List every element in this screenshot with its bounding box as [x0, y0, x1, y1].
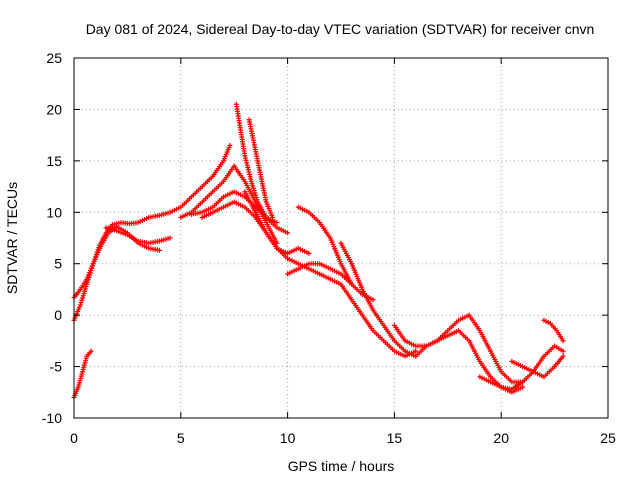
- data-marker: [95, 247, 101, 253]
- y-tick-label: 15: [46, 153, 62, 169]
- y-tick-label: 10: [46, 204, 62, 220]
- y-tick-label: -5: [50, 359, 63, 375]
- x-tick-label: 10: [280, 430, 296, 446]
- x-tick-label: 25: [600, 430, 616, 446]
- data-point: [520, 384, 526, 390]
- data-point: [84, 281, 90, 287]
- data-marker: [82, 288, 88, 294]
- data-point: [560, 353, 566, 359]
- data-marker: [91, 258, 97, 264]
- data-marker: [88, 268, 94, 274]
- y-tick-label: 20: [46, 101, 62, 117]
- data-marker: [250, 183, 256, 189]
- data-marker: [251, 188, 257, 194]
- plot-markers: [71, 101, 566, 400]
- data-marker: [87, 270, 93, 276]
- chart-title: Day 081 of 2024, Sidereal Day-to-day VTE…: [86, 21, 595, 37]
- y-tick-label: 25: [46, 50, 62, 66]
- data-marker: [80, 295, 86, 301]
- data-marker: [78, 300, 84, 306]
- data-point: [88, 348, 94, 354]
- data-marker: [87, 272, 93, 278]
- data-marker: [89, 265, 95, 271]
- data-point: [560, 348, 566, 354]
- plot-frame: [73, 57, 609, 419]
- data-marker: [80, 293, 86, 299]
- grid-lines: [74, 58, 608, 418]
- data-marker: [252, 190, 258, 196]
- data-point: [413, 348, 419, 354]
- x-tick-label: 15: [387, 430, 403, 446]
- x-tick-label: 20: [493, 430, 509, 446]
- data-marker: [92, 256, 98, 262]
- data-marker: [93, 254, 99, 260]
- data-marker: [85, 279, 91, 285]
- data-point: [227, 142, 233, 148]
- data-point: [248, 178, 254, 184]
- data-marker: [85, 277, 91, 283]
- data-point: [270, 214, 276, 220]
- data-marker: [81, 290, 87, 296]
- data-marker: [79, 297, 85, 303]
- data-marker: [96, 245, 102, 251]
- data-point: [274, 220, 280, 226]
- data-marker: [254, 197, 260, 203]
- data-point: [77, 302, 83, 308]
- data-point: [156, 247, 162, 253]
- data-point: [560, 338, 566, 344]
- data-marker: [253, 192, 259, 198]
- data-point: [306, 250, 312, 256]
- y-axis-label: SDTVAR / TECUs: [4, 182, 20, 294]
- data-point: [285, 230, 291, 236]
- data-marker: [83, 284, 89, 290]
- x-tick-label: 5: [177, 430, 185, 446]
- data-marker: [94, 249, 100, 255]
- data-marker: [249, 181, 255, 187]
- data-marker: [253, 194, 259, 200]
- data-marker: [86, 274, 92, 280]
- data-point: [167, 235, 173, 241]
- y-tick-label: 5: [54, 256, 62, 272]
- data-point: [370, 297, 376, 303]
- x-tick-label: 0: [70, 430, 78, 446]
- data-marker: [82, 286, 88, 292]
- data-point: [274, 240, 280, 246]
- y-tick-label: 0: [54, 307, 62, 323]
- data-marker: [90, 263, 96, 269]
- data-marker: [93, 251, 99, 257]
- x-axis-label: GPS time / hours: [288, 458, 395, 474]
- axis-ticks: 0 5 10 15 20 25 -10 -5 0 5 10 15 20 25: [42, 50, 616, 446]
- data-marker: [250, 185, 256, 191]
- y-tick-label: -10: [42, 410, 62, 426]
- data-point: [90, 261, 96, 267]
